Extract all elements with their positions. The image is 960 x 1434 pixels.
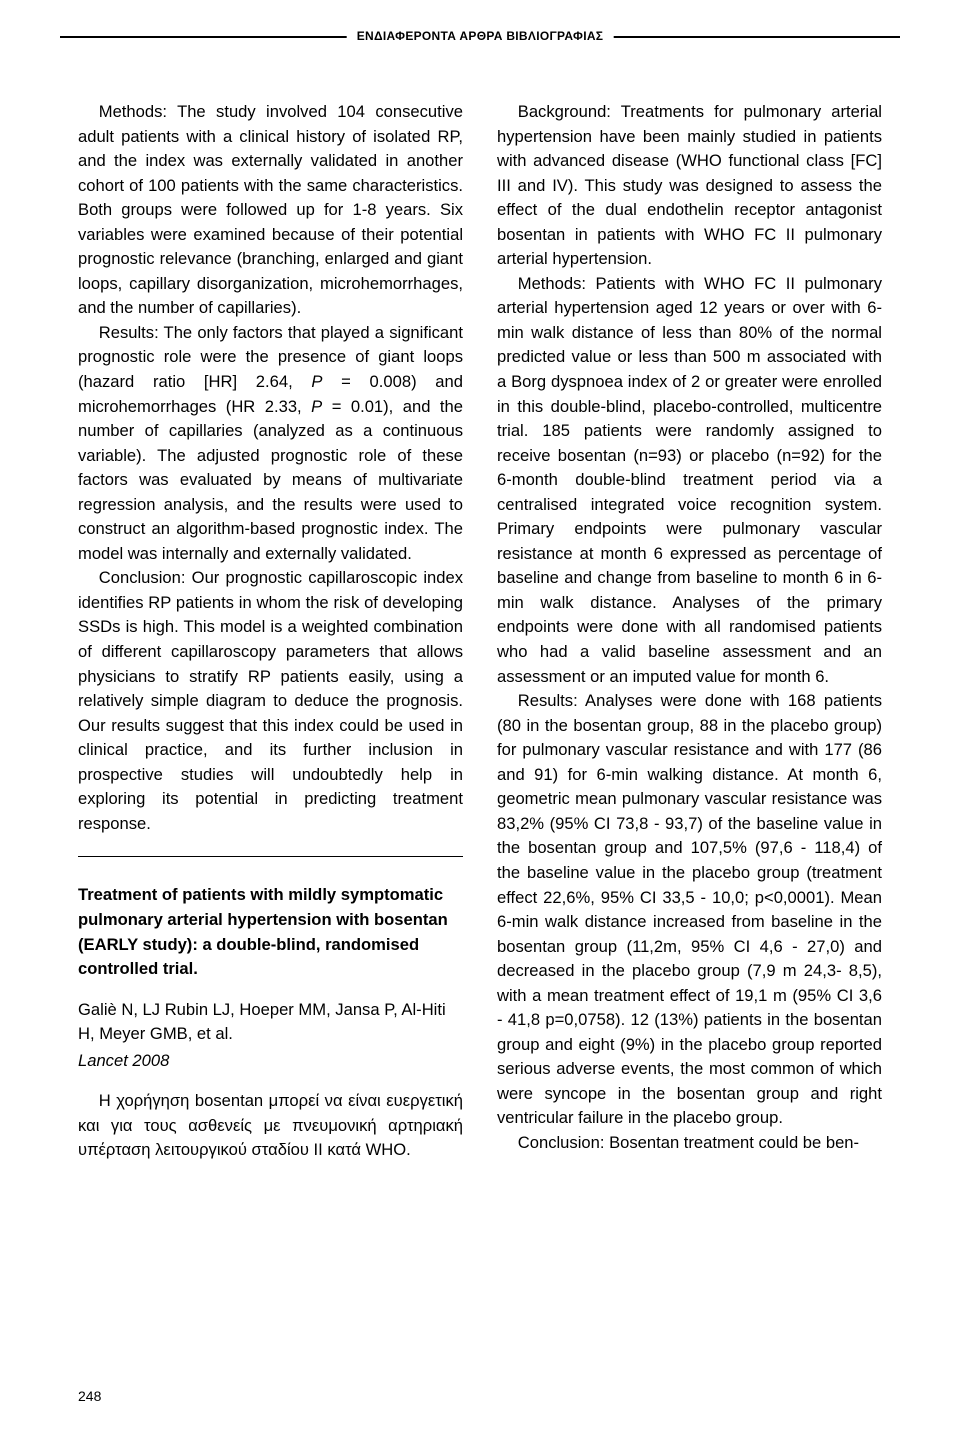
article-authors: Galiè N, LJ Rubin LJ, Hoeper MM, Jansa P… <box>78 998 463 1047</box>
paragraph-results-1: Results: The only factors that played a … <box>78 321 463 566</box>
article-body: Methods: The study involved 104 consecut… <box>78 100 882 1364</box>
article-divider <box>78 856 463 857</box>
paragraph-background-2: Background: Treatments for pulmonary art… <box>497 100 882 272</box>
paragraph-conclusion-1: Conclusion: Our prognostic capillaroscop… <box>78 566 463 836</box>
paragraph-methods-2: Methods: Patients with WHO FC II pulmona… <box>497 272 882 689</box>
article-title: Treatment of patients with mildly sympto… <box>78 883 463 981</box>
article-journal: Lancet 2008 <box>78 1049 463 1074</box>
paragraph-conclusion-2: Conclusion: Bosentan treatment could be … <box>497 1131 882 1156</box>
running-header: ΕΝΔΙΑΦΕΡΟΝΤΑ ΑΡΘΡΑ ΒΙΒΛΙΟΓΡΑΦΙΑΣ <box>347 29 614 43</box>
page-number: 248 <box>78 1388 101 1404</box>
paragraph-methods-1: Methods: The study involved 104 consecut… <box>78 100 463 321</box>
paragraph-results-2: Results: Analyses were done with 168 pat… <box>497 689 882 1131</box>
paragraph-greek-summary: Η χορήγηση bosentan μπορεί να είναι ευερ… <box>78 1089 463 1163</box>
